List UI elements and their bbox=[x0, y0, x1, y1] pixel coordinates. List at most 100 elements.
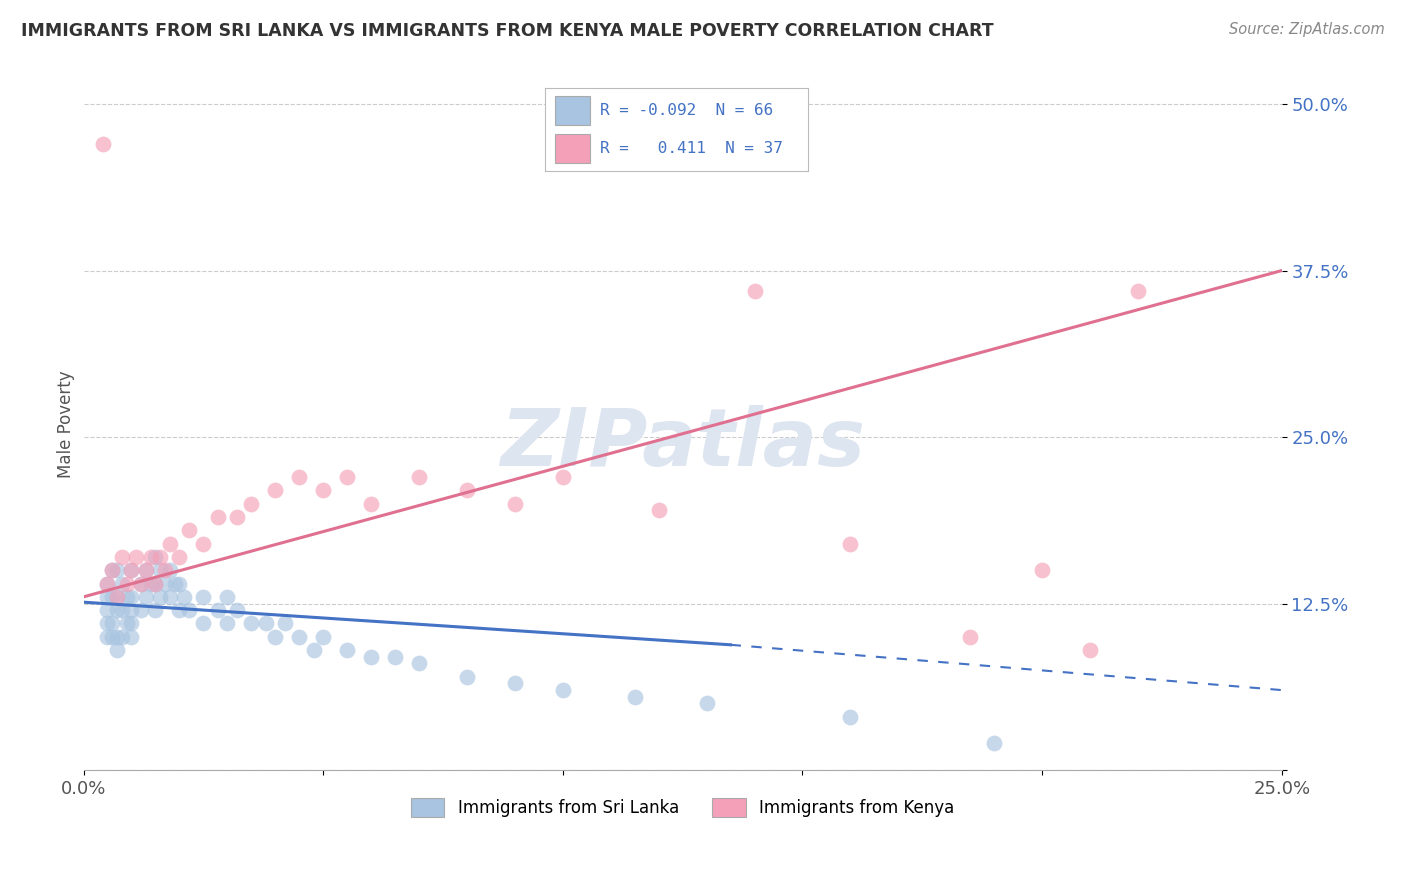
Point bbox=[111, 603, 134, 617]
Text: ZIPatlas: ZIPatlas bbox=[501, 406, 865, 483]
Point bbox=[96, 630, 118, 644]
Point bbox=[105, 630, 128, 644]
Point bbox=[264, 630, 287, 644]
Point bbox=[217, 616, 239, 631]
Point bbox=[153, 576, 176, 591]
Point bbox=[336, 470, 359, 484]
Point bbox=[159, 590, 181, 604]
Point bbox=[120, 630, 142, 644]
Point bbox=[101, 616, 124, 631]
Point bbox=[120, 603, 142, 617]
Point bbox=[101, 563, 124, 577]
Point bbox=[408, 657, 430, 671]
Point bbox=[360, 649, 382, 664]
Point bbox=[456, 670, 478, 684]
Point bbox=[169, 549, 191, 564]
Point bbox=[408, 470, 430, 484]
Point bbox=[336, 643, 359, 657]
Point bbox=[1126, 284, 1149, 298]
Point bbox=[1031, 563, 1053, 577]
Point bbox=[145, 549, 167, 564]
Point bbox=[105, 643, 128, 657]
Point bbox=[135, 563, 157, 577]
Point bbox=[169, 603, 191, 617]
Point bbox=[115, 590, 138, 604]
Point bbox=[274, 616, 297, 631]
Point bbox=[111, 549, 134, 564]
Point bbox=[96, 603, 118, 617]
Point bbox=[312, 483, 335, 498]
Point bbox=[225, 603, 247, 617]
Point bbox=[96, 576, 118, 591]
Point bbox=[145, 603, 167, 617]
Point bbox=[503, 676, 526, 690]
Point bbox=[101, 563, 124, 577]
Text: IMMIGRANTS FROM SRI LANKA VS IMMIGRANTS FROM KENYA MALE POVERTY CORRELATION CHAR: IMMIGRANTS FROM SRI LANKA VS IMMIGRANTS … bbox=[21, 22, 994, 40]
Point bbox=[105, 590, 128, 604]
Point bbox=[839, 710, 862, 724]
Point bbox=[139, 549, 162, 564]
Point bbox=[153, 563, 176, 577]
Point bbox=[207, 510, 229, 524]
Point bbox=[254, 616, 277, 631]
Point bbox=[551, 683, 574, 698]
Point bbox=[149, 590, 172, 604]
Point bbox=[983, 736, 1005, 750]
Point bbox=[101, 590, 124, 604]
Point bbox=[240, 616, 263, 631]
Point bbox=[91, 136, 114, 151]
Point bbox=[384, 649, 406, 664]
Point bbox=[139, 576, 162, 591]
Point bbox=[159, 563, 181, 577]
Point bbox=[169, 576, 191, 591]
Point bbox=[177, 523, 200, 537]
Point bbox=[193, 536, 215, 550]
Point bbox=[115, 616, 138, 631]
Point bbox=[120, 616, 142, 631]
Point bbox=[623, 690, 645, 704]
Point bbox=[1078, 643, 1101, 657]
Point bbox=[959, 630, 981, 644]
Point bbox=[302, 643, 325, 657]
Point bbox=[360, 497, 382, 511]
Point bbox=[744, 284, 766, 298]
Point bbox=[129, 576, 152, 591]
Point bbox=[696, 697, 718, 711]
Point bbox=[120, 563, 142, 577]
Point bbox=[105, 563, 128, 577]
Point bbox=[135, 590, 157, 604]
Text: Source: ZipAtlas.com: Source: ZipAtlas.com bbox=[1229, 22, 1385, 37]
Point bbox=[503, 497, 526, 511]
Point bbox=[149, 563, 172, 577]
Point bbox=[225, 510, 247, 524]
Point bbox=[125, 549, 148, 564]
Point bbox=[96, 576, 118, 591]
Point bbox=[105, 590, 128, 604]
Point bbox=[177, 603, 200, 617]
Point bbox=[105, 603, 128, 617]
Point bbox=[264, 483, 287, 498]
Point bbox=[193, 616, 215, 631]
Point bbox=[96, 616, 118, 631]
Point bbox=[647, 503, 669, 517]
Point bbox=[145, 576, 167, 591]
Point bbox=[193, 590, 215, 604]
Point bbox=[129, 576, 152, 591]
Point bbox=[120, 563, 142, 577]
Point bbox=[159, 536, 181, 550]
Point bbox=[145, 576, 167, 591]
Point bbox=[163, 576, 186, 591]
Point bbox=[120, 590, 142, 604]
Point bbox=[115, 576, 138, 591]
Point bbox=[312, 630, 335, 644]
Point bbox=[288, 630, 311, 644]
Point bbox=[111, 630, 134, 644]
Point bbox=[839, 536, 862, 550]
Point bbox=[101, 630, 124, 644]
Point bbox=[551, 470, 574, 484]
Point bbox=[288, 470, 311, 484]
Point bbox=[456, 483, 478, 498]
Point bbox=[129, 603, 152, 617]
Point bbox=[173, 590, 195, 604]
Legend: Immigrants from Sri Lanka, Immigrants from Kenya: Immigrants from Sri Lanka, Immigrants fr… bbox=[405, 791, 960, 824]
